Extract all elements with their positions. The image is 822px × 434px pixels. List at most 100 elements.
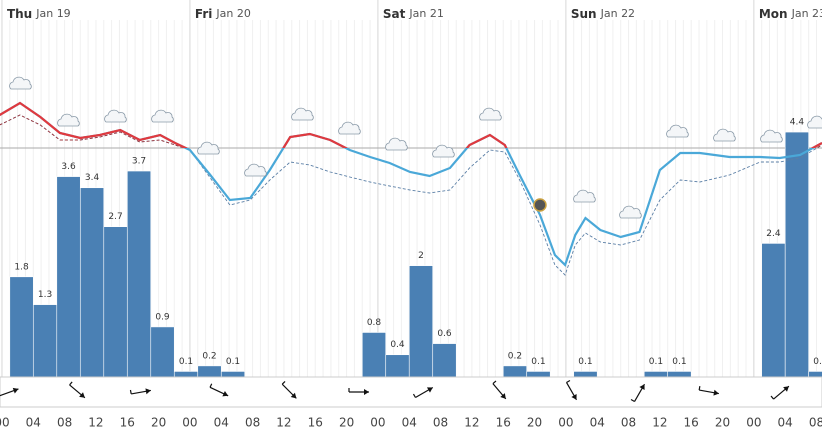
labels: 0004081216200004081216200004081216200004… (0, 7, 822, 430)
weather-icons (9, 76, 822, 219)
precip-bar (526, 371, 551, 378)
bar-label: 0.4 (390, 340, 405, 350)
x-tick-label: 20 (151, 416, 166, 430)
cloud-icon (479, 107, 502, 121)
wind-barb (281, 380, 286, 385)
cloud (713, 128, 736, 142)
bar-label: 4.4 (790, 118, 805, 128)
cloud (57, 113, 80, 127)
wind-arrow (281, 380, 297, 399)
day-label: Fri Jan 20 (195, 7, 251, 21)
bar-label: 3.6 (61, 162, 76, 172)
cloud-icon (573, 189, 596, 203)
x-tick-label: 16 (496, 416, 511, 430)
x-tick-label: 16 (120, 416, 135, 430)
wind-arrow (492, 380, 507, 400)
weekday: Sat (383, 7, 406, 21)
bar-label: 0.1 (179, 357, 193, 367)
bar-label: 1.3 (38, 290, 52, 300)
wind-barb (566, 379, 571, 383)
x-tick-label: 04 (214, 416, 229, 430)
precip-bar (808, 371, 822, 378)
cloud-icon (666, 124, 689, 138)
x-tick-label: 12 (464, 416, 479, 430)
wind-head (145, 388, 151, 395)
date: Jan 19 (35, 7, 70, 20)
date: Jan 20 (215, 7, 250, 20)
cloud (760, 129, 783, 143)
wind-barb (492, 380, 497, 385)
precip-bar (408, 265, 434, 378)
bar-label: 0.1 (531, 357, 545, 367)
precip-bar (432, 343, 457, 378)
x-tick-label: 04 (590, 416, 605, 430)
cloud (9, 76, 32, 90)
temperature-line-warm (0, 101, 822, 148)
cloud-icon (197, 141, 220, 155)
x-tick-label: 16 (308, 416, 323, 430)
cloud (244, 163, 267, 177)
cloud-icon (57, 113, 80, 127)
bar-label: 2 (418, 251, 424, 261)
x-tick-label: 04 (26, 416, 41, 430)
precip-bar (761, 243, 786, 378)
wind-arrow (129, 388, 151, 395)
weekday: Mon (759, 7, 788, 21)
wind-barb (209, 383, 213, 388)
x-tick-label: 08 (245, 416, 260, 430)
x-tick-label: 12 (276, 416, 291, 430)
date: Jan 22 (600, 7, 635, 20)
bar-label: 0.1 (672, 357, 686, 367)
temperature-line-warm (0, 114, 822, 148)
cloud (432, 144, 455, 158)
wind-head (426, 387, 433, 393)
cloud-icon (151, 109, 174, 123)
moon-icon (533, 198, 547, 212)
cloud-icon (619, 205, 642, 219)
wind-arrow (0, 387, 19, 397)
cloud (338, 121, 361, 135)
cloud-icon (104, 109, 127, 123)
x-tick-label: 00 (558, 416, 573, 430)
x-tick-label: 16 (684, 416, 699, 430)
bar-label: 3.7 (132, 157, 146, 167)
temperature-lines (0, 101, 822, 276)
x-tick-label: 04 (778, 416, 793, 430)
x-tick-label: 00 (746, 416, 761, 430)
precip-bar (197, 365, 222, 378)
wind-head (639, 384, 645, 391)
precip-bar (220, 371, 246, 378)
cloud (197, 141, 220, 155)
wind-head (364, 389, 369, 395)
cloud-icon (338, 121, 361, 135)
day-label: Sun Jan 22 (571, 7, 635, 21)
precip-bar (784, 131, 809, 378)
cloud-icon (807, 115, 822, 129)
bar-label: 3.4 (85, 173, 100, 183)
wind-arrow (209, 383, 229, 397)
bar-label: 0.2 (202, 351, 216, 361)
weekday: Sun (571, 7, 597, 21)
wind-head (783, 386, 789, 392)
wind-barb (69, 381, 73, 386)
precip-bar (103, 226, 128, 378)
x-tick-label: 00 (182, 416, 197, 430)
precip-bar (150, 326, 175, 378)
cloud (619, 205, 642, 219)
wind-head (79, 392, 85, 398)
precip-bar (56, 176, 81, 378)
wind-barb (412, 393, 416, 398)
cloud (104, 109, 127, 123)
cloud-icon (385, 137, 408, 151)
bar-label: 1.8 (14, 262, 29, 272)
wind-row-box (0, 376, 822, 408)
bar-label: 0.1 (649, 357, 663, 367)
cloud-icon (713, 128, 736, 142)
x-tick-label: 20 (527, 416, 542, 430)
wind-barb (129, 389, 132, 395)
wind-arrow (565, 379, 578, 401)
wind-head (500, 393, 506, 399)
bar-label: 0.1 (226, 357, 240, 367)
